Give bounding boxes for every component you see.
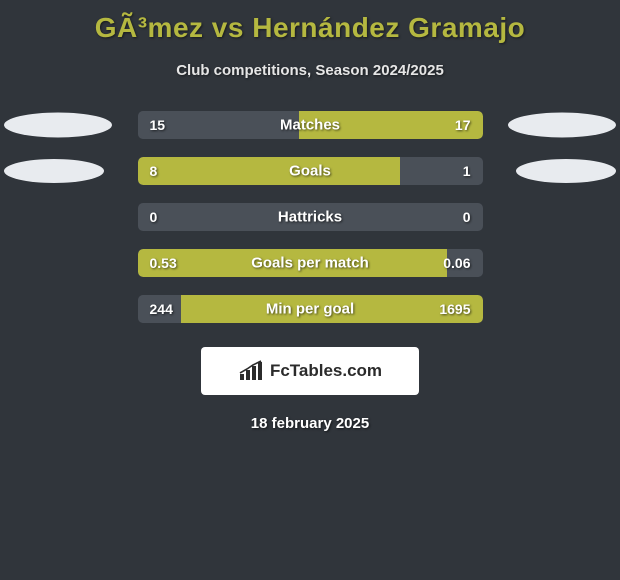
bar-track: 0.53 Goals per match 0.06 xyxy=(138,249,483,277)
bar-value-right: 1 xyxy=(463,163,471,179)
ellipse-left xyxy=(4,159,104,183)
chart-zone: 15 Matches 17 8 Goals 1 0 H xyxy=(0,111,620,341)
bar-track: 0 Hattricks 0 xyxy=(138,203,483,231)
stat-row-goals: 8 Goals 1 xyxy=(0,157,620,185)
page-title: GÃ³mez vs Hernández Gramajo xyxy=(95,12,526,44)
bar-value-left: 244 xyxy=(150,301,173,317)
bar-value-left: 15 xyxy=(150,117,166,133)
bar-label: Goals per match xyxy=(251,255,369,272)
subtitle: Club competitions, Season 2024/2025 xyxy=(176,62,444,79)
ellipse-right xyxy=(508,113,616,138)
bar-value-right: 1695 xyxy=(439,301,470,317)
bar-label: Goals xyxy=(289,163,331,180)
stat-row-min-per-goal: 244 Min per goal 1695 xyxy=(0,295,620,323)
bar-left-fill xyxy=(138,157,400,185)
ellipse-left xyxy=(4,113,112,138)
logo-box: FcTables.com xyxy=(201,347,419,395)
bar-value-right: 0 xyxy=(463,209,471,225)
stat-row-matches: 15 Matches 17 xyxy=(0,111,620,139)
bar-label: Hattricks xyxy=(278,209,342,226)
logo-text: FcTables.com xyxy=(270,361,382,381)
bar-value-left: 0.53 xyxy=(150,255,177,271)
bar-value-right: 0.06 xyxy=(443,255,470,271)
bar-track: 15 Matches 17 xyxy=(138,111,483,139)
bar-value-left: 8 xyxy=(150,163,158,179)
stat-row-goals-per-match: 0.53 Goals per match 0.06 xyxy=(0,249,620,277)
comparison-infographic: GÃ³mez vs Hernández Gramajo Club competi… xyxy=(0,0,620,580)
bar-label: Min per goal xyxy=(266,301,354,318)
ellipse-right xyxy=(516,159,616,183)
bar-track: 244 Min per goal 1695 xyxy=(138,295,483,323)
bar-chart-icon xyxy=(238,360,264,382)
bar-value-right: 17 xyxy=(455,117,471,133)
date-text: 18 february 2025 xyxy=(251,415,369,432)
bar-label: Matches xyxy=(280,117,340,134)
bar-value-left: 0 xyxy=(150,209,158,225)
bar-track: 8 Goals 1 xyxy=(138,157,483,185)
stat-row-hattricks: 0 Hattricks 0 xyxy=(0,203,620,231)
